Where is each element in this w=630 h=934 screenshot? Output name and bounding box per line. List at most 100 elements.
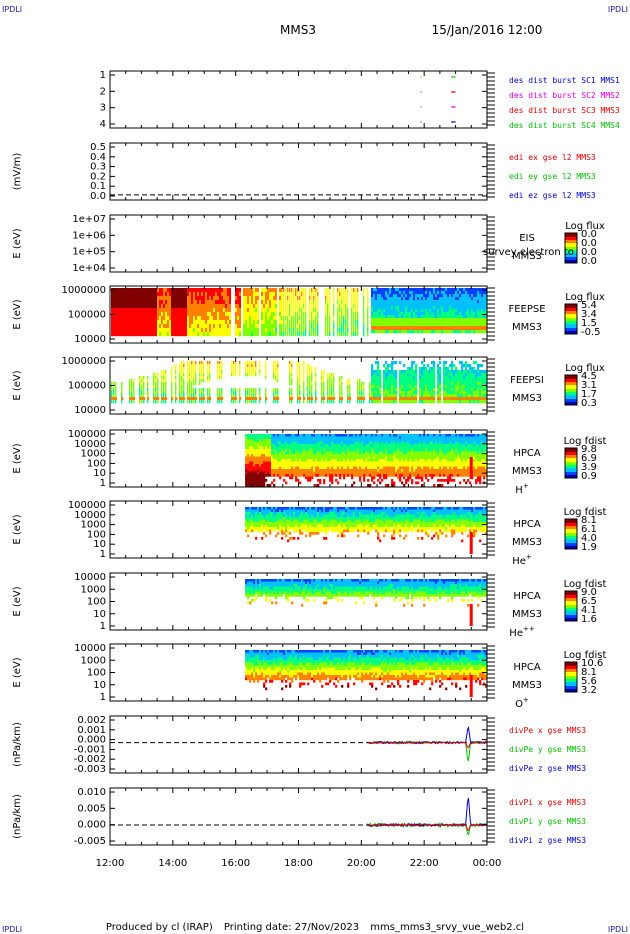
y-tick-label: 1e+07 (72, 214, 106, 225)
burst-marker (420, 91, 422, 93)
y-tick-label: 10000 (74, 572, 106, 583)
overlay-text: survey electron to (483, 247, 574, 258)
spacecraft-label: MMS3 (512, 322, 542, 333)
spectrogram-hpca_he2 (245, 579, 488, 626)
y-tick-label: 3 (100, 103, 106, 114)
spacecraft-label: MMS3 (512, 537, 542, 548)
y-axis-label: E (eV) (12, 586, 23, 616)
panel-frame (109, 142, 488, 201)
y-tick-label: 0.0 (90, 191, 106, 202)
y-tick-label: 0.001 (77, 725, 106, 736)
colorbar-title: Log flux (565, 221, 605, 232)
colorbar-tick-label: 0.0 (581, 256, 597, 267)
legend-entry: des dist burst SC3 MMS3 (509, 106, 620, 115)
burst-marker (420, 121, 422, 123)
instrument-label: FEEPSI (510, 375, 544, 386)
legend-entry: des dist burst SC4 MMS4 (509, 121, 620, 130)
colorbar-tick-label: 3.2 (581, 685, 597, 696)
y-tick-label: 1000 (81, 449, 106, 460)
legend-entry: des dist burst SC1 MMS1 (509, 76, 620, 85)
legend-entry: divPi x gse MMS3 (509, 798, 586, 807)
y-tick-label: 0.010 (77, 787, 106, 798)
instrument-label: FEEPSE (508, 304, 545, 315)
panel-frame (109, 70, 488, 129)
spacecraft-label: MMS3 (512, 466, 542, 477)
colorbar-title: Log fdist (564, 579, 607, 590)
y-tick-label: 1e+05 (72, 247, 106, 258)
y-tick-label: 1000 (81, 584, 106, 595)
colorbar-tick-label: 0.0 (581, 229, 597, 240)
y-tick-label: 1000000 (61, 356, 106, 367)
legend-entry: divPi y gse MMS3 (509, 817, 586, 826)
colorbar-tick-label: 8.1 (581, 515, 597, 526)
colorbar-tick-label: 6.5 (581, 596, 597, 607)
y-tick-label: 10 (93, 468, 106, 479)
legend-entry: edi ez gse l2 MMS3 (509, 191, 596, 200)
colorbar-tick-label: 3.1 (581, 380, 597, 391)
colorbar-tick-label: 4.0 (581, 533, 597, 544)
colorbar-tick-label: 5.6 (581, 676, 597, 687)
panel-frame (109, 787, 488, 846)
ion-species-label: H+ (515, 482, 529, 496)
colorbar-tick-label: 0.0 (581, 238, 597, 249)
y-tick-label: 1 (100, 549, 106, 560)
y-tick-label: 2 (100, 86, 106, 97)
legend-entry: divPe y gse MMS3 (509, 745, 586, 754)
y-tick-label: 100 (87, 458, 106, 469)
instrument-label: HPCA (513, 662, 541, 673)
corner-label-bottom-right: IPDLI (608, 925, 628, 934)
colorbar-tick-label: 0.0 (581, 247, 597, 258)
colorbar-tick-label: 1.7 (581, 389, 597, 400)
panel-edi: 0.50.40.30.20.10.0 (mV/m) edi ex gse l2 MM… (12, 142, 596, 202)
y-axis-label: E (eV) (12, 514, 23, 544)
panel-divpi: 0.010 0.005 0.000 -0.005 (nPa/km) divPi x gse… (12, 787, 586, 847)
y-tick-label: 100 (87, 529, 106, 540)
footer-credits: Produced by cl (IRAP) Printing date: 27/… (106, 922, 524, 933)
y-axis-label: E (eV) (12, 228, 23, 258)
corner-label-bottom-left: IPDLI (2, 925, 22, 934)
corner-label-top-right: IPDLI (608, 5, 628, 14)
y-tick-label: 10000 (74, 643, 106, 654)
colorbar-tick-label: 6.9 (581, 453, 597, 464)
legend-entry: edi ey gse l2 MMS3 (509, 172, 596, 181)
y-tick-label: 100 (87, 668, 106, 679)
colorbar-tick-label: -0.5 (581, 327, 601, 338)
y-tick-label: 0.2 (90, 171, 106, 182)
instrument-label: HPCA (513, 591, 541, 602)
x-tick-label: 12:00 (96, 858, 125, 869)
colorbar-tick-label: 9.0 (581, 587, 597, 598)
y-axis-label: E (eV) (12, 370, 23, 400)
spacecraft-label: MMS3 (512, 393, 542, 404)
colorbar-tick-label: 4.1 (581, 605, 597, 616)
colorbar-tick-label: 1.6 (581, 614, 597, 625)
panel-burst: 1 2 3 4 des dist burst SC1 MMS1 des dist burs… (100, 70, 620, 130)
printing-date: Printing date: 27/Nov/2023 (224, 922, 359, 933)
colorbar-tick-label: 4.5 (581, 371, 597, 382)
x-tick-label: 22:00 (410, 858, 439, 869)
y-tick-label: -0.005 (74, 836, 106, 847)
instrument-label: EIS (519, 233, 535, 244)
x-tick-label: 16:00 (221, 858, 250, 869)
y-tick-label: 10000 (74, 405, 106, 416)
y-tick-label: -0.003 (74, 764, 106, 775)
legend-entry: divPi z gse MMS3 (509, 836, 586, 845)
colorbar-tick-label: 3.9 (581, 462, 597, 473)
colorbar-tick-label: 9.8 (581, 444, 597, 455)
y-tick-label: 10 (93, 680, 106, 691)
panel-frame (109, 214, 488, 273)
y-tick-label: 1000000 (61, 285, 106, 296)
y-tick-label: 10000 (74, 439, 106, 450)
x-tick-label: 00:00 (473, 858, 502, 869)
y-tick-label: 0.005 (77, 803, 106, 814)
y-axis-label: E (eV) (12, 299, 23, 329)
y-tick-label: 100000 (68, 310, 106, 321)
colorbar-tick-label: 10.6 (581, 658, 603, 669)
y-tick-label: 1e+04 (72, 263, 106, 274)
instrument-label: HPCA (513, 448, 541, 459)
